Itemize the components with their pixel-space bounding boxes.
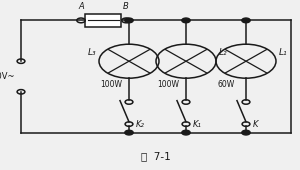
Text: 图  7-1: 图 7-1 [141,151,171,162]
Text: 220V~: 220V~ [0,72,15,81]
Text: K₂: K₂ [136,120,145,129]
Circle shape [125,18,133,23]
Text: K₁: K₁ [193,120,202,129]
Circle shape [242,18,250,23]
Circle shape [125,130,133,135]
Bar [85,14,122,27]
Text: K: K [253,120,258,129]
Text: A: A [78,2,84,11]
Text: L₃: L₃ [87,48,96,57]
Text: L₂: L₂ [219,48,228,57]
Text: 60W: 60W [218,80,235,89]
Text: B: B [123,2,129,11]
Text: L₁: L₁ [279,48,288,57]
Circle shape [182,130,190,135]
Circle shape [182,18,190,23]
Text: 100W: 100W [100,80,122,89]
Text: 100W: 100W [158,80,179,89]
Circle shape [242,130,250,135]
